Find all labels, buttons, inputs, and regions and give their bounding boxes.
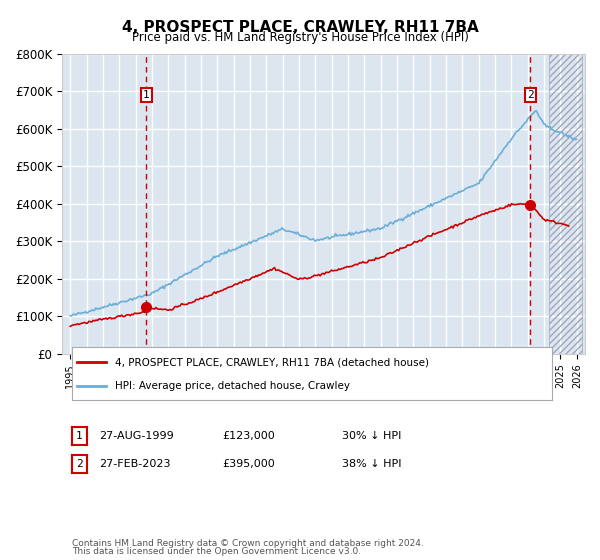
Text: 27-AUG-1999: 27-AUG-1999: [99, 431, 174, 441]
Text: This data is licensed under the Open Government Licence v3.0.: This data is licensed under the Open Gov…: [72, 548, 361, 557]
Text: 2: 2: [76, 459, 83, 469]
Text: Contains HM Land Registry data © Crown copyright and database right 2024.: Contains HM Land Registry data © Crown c…: [72, 539, 424, 548]
Text: HPI: Average price, detached house, Crawley: HPI: Average price, detached house, Craw…: [115, 380, 350, 390]
Text: 2: 2: [527, 90, 533, 100]
Text: £123,000: £123,000: [222, 431, 275, 441]
Text: 30% ↓ HPI: 30% ↓ HPI: [342, 431, 401, 441]
Bar: [549, 54, 582, 353]
Text: 4, PROSPECT PLACE, CRAWLEY, RH11 7BA: 4, PROSPECT PLACE, CRAWLEY, RH11 7BA: [122, 20, 478, 35]
Text: Price paid vs. HM Land Registry's House Price Index (HPI): Price paid vs. HM Land Registry's House …: [131, 31, 469, 44]
Text: 4, PROSPECT PLACE, CRAWLEY, RH11 7BA (detached house): 4, PROSPECT PLACE, CRAWLEY, RH11 7BA (de…: [115, 357, 429, 367]
Text: 38% ↓ HPI: 38% ↓ HPI: [342, 459, 401, 469]
Text: 27-FEB-2023: 27-FEB-2023: [99, 459, 170, 469]
Text: 1: 1: [76, 431, 83, 441]
Text: £395,000: £395,000: [222, 459, 275, 469]
Text: 1: 1: [143, 90, 149, 100]
